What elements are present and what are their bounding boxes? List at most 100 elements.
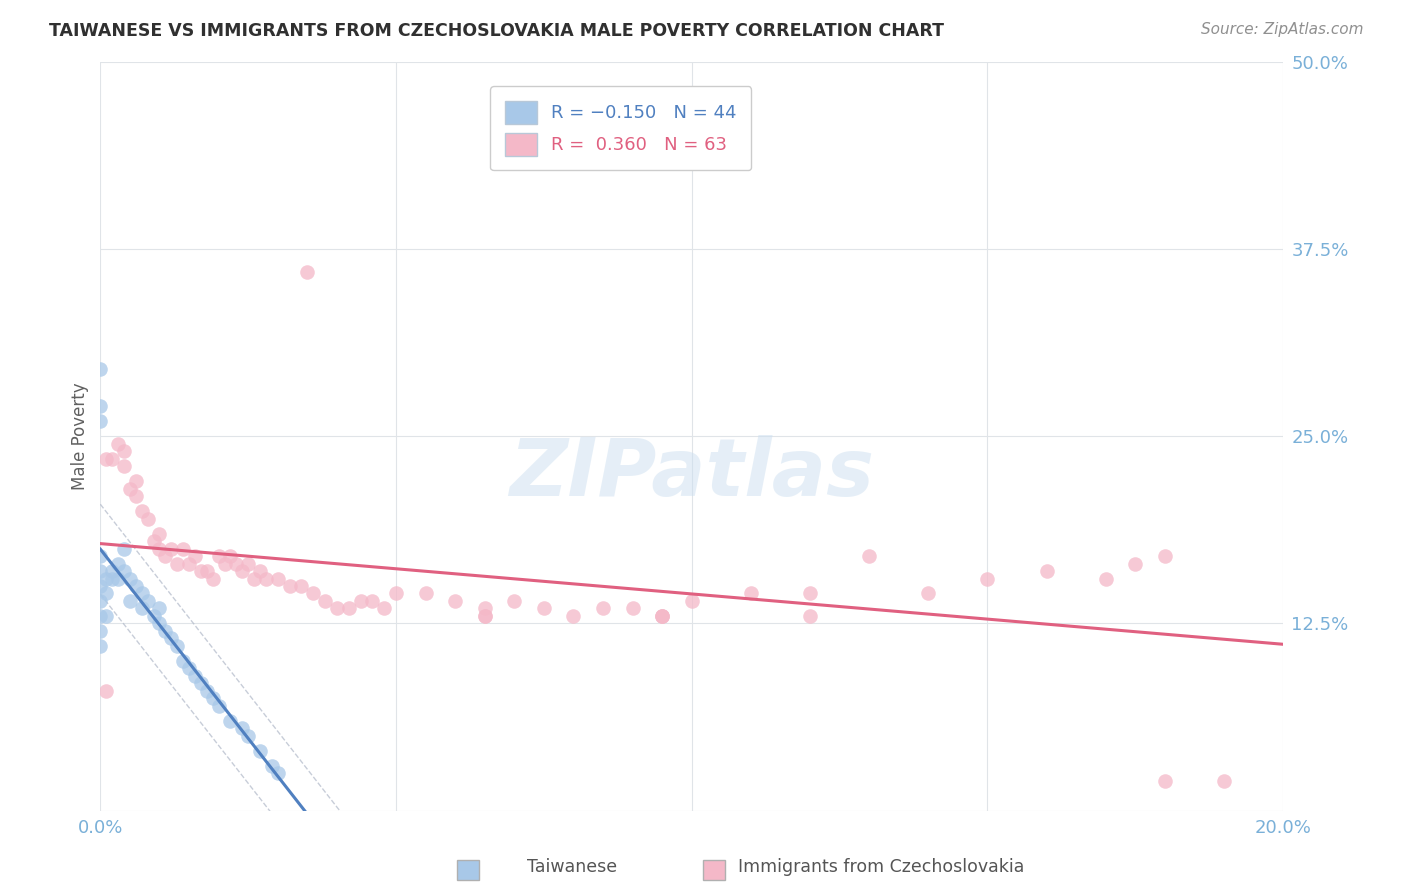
Point — [107, 557, 129, 571]
Point — [207, 698, 229, 713]
Point — [177, 557, 200, 571]
Point — [1153, 549, 1175, 563]
Text: Taiwanese: Taiwanese — [527, 858, 617, 876]
Point — [89, 594, 111, 608]
Point — [89, 400, 111, 414]
Point — [444, 594, 467, 608]
Text: TAIWANESE VS IMMIGRANTS FROM CZECHOSLOVAKIA MALE POVERTY CORRELATION CHART: TAIWANESE VS IMMIGRANTS FROM CZECHOSLOVA… — [49, 22, 945, 40]
Point — [267, 766, 290, 780]
Point — [118, 594, 141, 608]
Point — [474, 601, 496, 615]
Point — [254, 572, 277, 586]
Point — [177, 661, 200, 675]
Point — [101, 564, 124, 578]
Point — [96, 683, 118, 698]
Point — [799, 609, 821, 624]
Point — [172, 541, 194, 556]
Point — [118, 572, 141, 586]
Point — [297, 265, 319, 279]
Point — [201, 691, 224, 706]
Point — [160, 632, 183, 646]
Point — [89, 639, 111, 653]
Point — [89, 549, 111, 563]
Point — [96, 609, 118, 624]
Point — [166, 557, 188, 571]
Point — [172, 654, 194, 668]
Point — [148, 541, 170, 556]
Point — [89, 579, 111, 593]
Point — [976, 572, 998, 586]
Point — [112, 541, 135, 556]
Point — [799, 586, 821, 600]
Point — [107, 572, 129, 586]
Point — [107, 437, 129, 451]
Point — [131, 504, 153, 518]
Point — [112, 444, 135, 458]
Point — [314, 594, 336, 608]
Point — [337, 601, 360, 615]
Point — [190, 676, 212, 690]
Point — [184, 669, 207, 683]
Point — [621, 601, 644, 615]
Point — [231, 564, 253, 578]
Point — [1123, 557, 1146, 571]
Point — [474, 609, 496, 624]
Point — [89, 414, 111, 428]
Point — [238, 729, 260, 743]
Point — [373, 601, 395, 615]
Point — [155, 624, 177, 638]
Point — [1213, 773, 1236, 788]
Point — [1035, 564, 1057, 578]
Point — [415, 586, 437, 600]
Point — [385, 586, 408, 600]
Point — [260, 758, 283, 772]
Point — [96, 572, 118, 586]
Point — [89, 564, 111, 578]
Point — [651, 609, 673, 624]
Point — [231, 721, 253, 735]
Point — [917, 586, 939, 600]
Point — [326, 601, 349, 615]
Point — [195, 683, 218, 698]
Point — [651, 609, 673, 624]
Point — [1153, 773, 1175, 788]
Point — [190, 564, 212, 578]
Point — [562, 609, 585, 624]
Point — [118, 482, 141, 496]
Point — [474, 609, 496, 624]
Point — [96, 451, 118, 466]
Point — [740, 586, 762, 600]
Point — [131, 586, 153, 600]
Point — [249, 744, 271, 758]
Point — [267, 572, 290, 586]
Point — [96, 586, 118, 600]
Point — [131, 601, 153, 615]
Y-axis label: Male Poverty: Male Poverty — [72, 383, 89, 490]
Point — [249, 564, 271, 578]
Point — [207, 549, 229, 563]
Point — [238, 557, 260, 571]
Point — [148, 601, 170, 615]
Point — [651, 609, 673, 624]
Point — [125, 475, 148, 489]
Point — [858, 549, 880, 563]
Point — [225, 557, 247, 571]
Text: Immigrants from Czechoslovakia: Immigrants from Czechoslovakia — [738, 858, 1025, 876]
Point — [148, 526, 170, 541]
Point — [195, 564, 218, 578]
Text: ZIPatlas: ZIPatlas — [509, 434, 875, 513]
Point — [136, 511, 159, 525]
Point — [89, 624, 111, 638]
Point — [101, 572, 124, 586]
Point — [592, 601, 614, 615]
Point — [101, 451, 124, 466]
Point — [1094, 572, 1116, 586]
Point — [184, 549, 207, 563]
Point — [290, 579, 312, 593]
Point — [89, 362, 111, 376]
Point — [112, 564, 135, 578]
Point — [112, 459, 135, 474]
Point — [148, 616, 170, 631]
Point — [155, 549, 177, 563]
Point — [302, 586, 325, 600]
